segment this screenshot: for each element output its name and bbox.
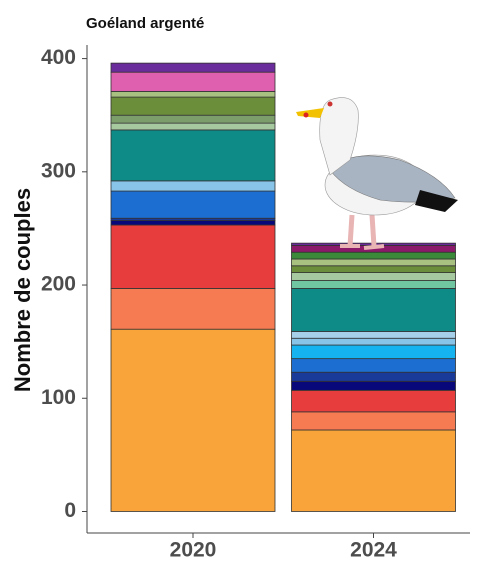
y-tick-label: 300 [41,159,76,182]
bar-segment [291,429,456,512]
y-tick-label: 100 [41,386,76,409]
bar-segment [110,71,276,92]
bar-segment [291,280,456,289]
bars [110,62,456,512]
seagull-illustration [296,97,458,250]
bar-segment [291,411,456,431]
bar-segment [110,96,276,116]
bar-segment [110,224,276,289]
y-axis-label: Nombre de couples [10,188,35,392]
bar-segment [291,358,456,373]
bar-segment [291,344,456,360]
bar-segment [291,251,456,260]
bar-segment [110,91,276,98]
bar-segment [110,62,276,73]
bar-segment [110,190,276,219]
y-tick-label: 0 [64,499,76,522]
x-tick-label: 2020 [170,539,217,562]
bar-segment [110,122,276,131]
bar-segment [291,258,456,267]
bar-segment [291,380,456,391]
bar-segment [291,371,456,382]
bar-segment [291,389,456,413]
bar-segment [291,265,456,273]
bar-segment [110,129,276,182]
bar-segment [110,220,276,226]
bar-segment [291,337,456,346]
bar-segment [291,331,456,339]
y-tick-label: 200 [41,273,76,296]
bar-segment [291,288,456,332]
bar-segment [110,180,276,192]
chart-title: Goéland argenté [86,15,204,32]
y-tick-label: 400 [41,46,76,69]
bar-segment [110,114,276,124]
bar-segment [291,272,456,281]
x-tick-label: 2024 [350,539,397,562]
bar-segment [110,328,276,512]
bar-segment [110,288,276,330]
